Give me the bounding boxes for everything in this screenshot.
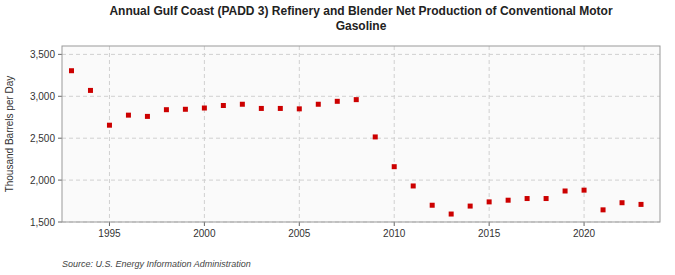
tick-y <box>58 180 62 181</box>
tick-label-x: 2000 <box>193 228 216 239</box>
point <box>506 198 511 203</box>
point <box>563 188 568 193</box>
point <box>240 102 245 107</box>
point <box>449 212 454 217</box>
tick-label-y: 3,000 <box>30 91 55 102</box>
grid-line-x <box>489 46 490 222</box>
title: Annual Gulf Coast (PADD 3) Refinery and … <box>109 4 612 33</box>
point <box>126 113 131 118</box>
point <box>392 164 397 169</box>
point <box>639 202 644 207</box>
tick-x <box>394 222 395 226</box>
point <box>316 102 321 107</box>
point <box>601 207 606 212</box>
tick-label-x: 2005 <box>288 228 311 239</box>
tick-y <box>58 96 62 97</box>
point <box>487 199 492 204</box>
tick-label-y: 1,500 <box>30 217 55 228</box>
point <box>430 203 435 208</box>
plot-frame <box>62 46 660 222</box>
point <box>145 114 150 119</box>
point <box>411 183 416 188</box>
point <box>620 200 625 205</box>
chart-container: Annual Gulf Coast (PADD 3) Refinery and … <box>0 0 675 275</box>
tick-x <box>584 222 585 226</box>
point <box>354 97 359 102</box>
chart: Annual Gulf Coast (PADD 3) Refinery and … <box>0 0 675 275</box>
tick-label-x: 1995 <box>98 228 121 239</box>
grid-line-x <box>299 46 300 222</box>
tick-x <box>204 222 205 226</box>
grid-line-x <box>109 46 110 222</box>
tick-y <box>58 138 62 139</box>
grid-line-x <box>204 46 205 222</box>
tick-y <box>58 54 62 55</box>
point <box>88 88 93 93</box>
tick-label-x: 2015 <box>478 228 501 239</box>
point <box>544 196 549 201</box>
point <box>335 99 340 104</box>
tick-y <box>58 222 62 223</box>
annotation: Source: U.S. Energy Information Administ… <box>62 259 251 269</box>
tick-x <box>489 222 490 226</box>
grid-line-y <box>62 138 660 139</box>
point <box>259 106 264 111</box>
point <box>221 103 226 108</box>
axis-label-y: Thousand Barrels per Day <box>4 76 15 193</box>
grid-line-x <box>394 46 395 222</box>
grid-line-y <box>62 180 660 181</box>
tick-label-y: 2,000 <box>30 175 55 186</box>
grid-line-x <box>584 46 585 222</box>
tick-x <box>109 222 110 226</box>
grid-line-y <box>62 54 660 55</box>
tick-label-y: 2,500 <box>30 133 55 144</box>
grid-line-y <box>62 96 660 97</box>
point <box>373 134 378 139</box>
point <box>582 188 587 193</box>
point <box>468 204 473 209</box>
point <box>297 106 302 111</box>
tick-label-x: 2010 <box>383 228 406 239</box>
data-layer <box>69 68 644 216</box>
tick-x <box>299 222 300 226</box>
tick-label-x: 2020 <box>573 228 596 239</box>
point <box>183 107 188 112</box>
point <box>525 196 530 201</box>
point <box>278 106 283 111</box>
point <box>164 107 169 112</box>
tick-label-y: 3,500 <box>30 49 55 60</box>
point <box>107 123 112 128</box>
plot-area <box>62 46 660 222</box>
point <box>202 106 207 111</box>
point <box>69 68 74 73</box>
